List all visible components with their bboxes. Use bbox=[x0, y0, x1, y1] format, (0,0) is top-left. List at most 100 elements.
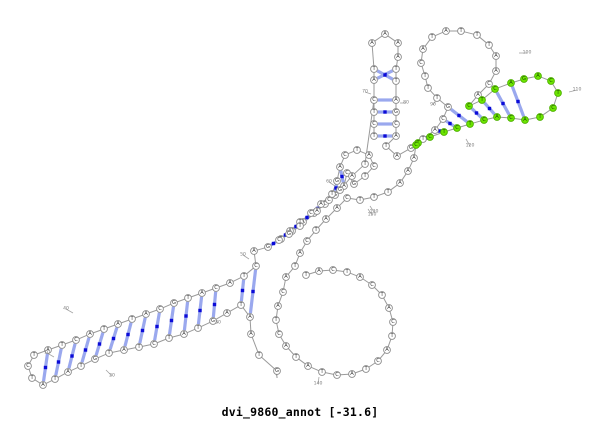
nucleotide-78[interactable] bbox=[394, 39, 402, 47]
nucleotide-73[interactable] bbox=[370, 132, 378, 140]
nucleotide-121[interactable] bbox=[466, 120, 474, 128]
nucleotide-147[interactable] bbox=[304, 362, 312, 370]
nucleotide-39[interactable] bbox=[250, 247, 258, 255]
nucleotide-128[interactable] bbox=[404, 167, 412, 175]
nucleotide-122[interactable] bbox=[453, 124, 461, 132]
nucleotide-30[interactable] bbox=[142, 310, 150, 318]
nucleotide-110[interactable] bbox=[507, 79, 515, 87]
nucleotide-104[interactable] bbox=[492, 67, 500, 75]
nucleotide-26[interactable] bbox=[86, 330, 94, 338]
nucleotide-161[interactable] bbox=[329, 266, 337, 274]
nucleotide-89[interactable] bbox=[419, 135, 427, 143]
nucleotide-92[interactable] bbox=[444, 103, 452, 111]
nucleotide-79[interactable] bbox=[394, 53, 402, 61]
nucleotide-139[interactable] bbox=[291, 262, 299, 270]
nucleotide-36[interactable] bbox=[226, 279, 234, 287]
nucleotide-63[interactable] bbox=[285, 230, 293, 238]
nucleotide-70[interactable] bbox=[370, 96, 378, 104]
nucleotide-159[interactable] bbox=[356, 273, 364, 281]
nucleotide-29[interactable] bbox=[128, 315, 136, 323]
nucleotide-100[interactable] bbox=[457, 27, 465, 35]
rna-secondary-structure-diagram[interactable]: GTAATAGTATCTATGTATATCTATCATATACGTACATCAG… bbox=[0, 0, 600, 400]
nucleotide-3[interactable] bbox=[247, 330, 255, 338]
nucleotide-123[interactable] bbox=[440, 128, 448, 136]
nucleotide-137[interactable] bbox=[303, 237, 311, 245]
nucleotide-140[interactable] bbox=[282, 273, 290, 281]
nucleotide-65[interactable] bbox=[313, 207, 321, 215]
nucleotide-108[interactable] bbox=[478, 96, 486, 104]
nucleotide-105[interactable] bbox=[485, 80, 493, 88]
nucleotide-138[interactable] bbox=[296, 249, 304, 257]
nucleotide-64[interactable] bbox=[296, 222, 304, 230]
nucleotide-15[interactable] bbox=[91, 355, 99, 363]
nucleotide-68[interactable] bbox=[348, 172, 356, 180]
nucleotide-103[interactable] bbox=[492, 52, 500, 60]
nucleotide-25[interactable] bbox=[72, 336, 80, 344]
nucleotide-101[interactable] bbox=[473, 31, 481, 39]
nucleotide-layer[interactable]: GTAATAGTATCTATGTATATCTATCATATACGTACATCAG… bbox=[24, 27, 562, 389]
nucleotide-83[interactable] bbox=[392, 108, 400, 116]
nucleotide-33[interactable] bbox=[184, 294, 192, 302]
nucleotide-163[interactable] bbox=[302, 271, 310, 279]
nucleotide-32[interactable] bbox=[170, 299, 178, 307]
nucleotide-1[interactable] bbox=[273, 367, 281, 375]
nucleotide-31[interactable] bbox=[156, 305, 164, 313]
nucleotide-16[interactable] bbox=[77, 362, 85, 370]
nucleotide-155[interactable] bbox=[389, 318, 397, 326]
nucleotide-19[interactable] bbox=[39, 381, 47, 389]
nucleotide-21[interactable] bbox=[24, 362, 32, 370]
nucleotide-2[interactable] bbox=[255, 351, 263, 359]
nucleotide-143[interactable] bbox=[272, 316, 280, 324]
nucleotide-114[interactable] bbox=[554, 89, 562, 97]
nucleotide-127[interactable] bbox=[410, 154, 418, 162]
nucleotide-81[interactable] bbox=[392, 77, 400, 85]
nucleotide-102[interactable] bbox=[485, 41, 493, 49]
nucleotide-131[interactable] bbox=[370, 193, 378, 201]
nucleotide-107[interactable] bbox=[465, 102, 473, 110]
nucleotide-93[interactable] bbox=[433, 94, 441, 102]
nucleotide-113[interactable] bbox=[547, 77, 555, 85]
nucleotide-109[interactable] bbox=[491, 85, 499, 93]
nucleotide-95[interactable] bbox=[421, 72, 429, 80]
nucleotide-132[interactable] bbox=[356, 196, 364, 204]
nucleotide-27[interactable] bbox=[100, 325, 108, 333]
nucleotide-40[interactable] bbox=[264, 243, 272, 251]
nucleotide-124[interactable] bbox=[426, 133, 434, 141]
nucleotide-116[interactable] bbox=[536, 113, 544, 121]
nucleotide-72[interactable] bbox=[370, 120, 378, 128]
nucleotide-75[interactable] bbox=[370, 65, 378, 73]
nucleotide-53[interactable] bbox=[353, 146, 361, 154]
nucleotide-106[interactable] bbox=[474, 91, 482, 99]
nucleotide-22[interactable] bbox=[30, 351, 38, 359]
nucleotide-115[interactable] bbox=[549, 104, 557, 112]
nucleotide-35[interactable] bbox=[212, 284, 220, 292]
nucleotide-117[interactable] bbox=[521, 116, 529, 124]
nucleotide-142[interactable] bbox=[274, 302, 282, 310]
nucleotide-148[interactable] bbox=[318, 368, 326, 376]
nucleotide-158[interactable] bbox=[368, 281, 376, 289]
nucleotide-50[interactable] bbox=[361, 172, 369, 180]
nucleotide-96[interactable] bbox=[417, 59, 425, 67]
nucleotide-14[interactable] bbox=[105, 349, 113, 357]
nucleotide-152[interactable] bbox=[374, 357, 382, 365]
nucleotide-69[interactable] bbox=[361, 160, 369, 168]
nucleotide-136[interactable] bbox=[312, 226, 320, 234]
nucleotide-74[interactable] bbox=[370, 76, 378, 84]
nucleotide-129[interactable] bbox=[396, 179, 404, 187]
nucleotide-23[interactable] bbox=[44, 346, 52, 354]
nucleotide-111[interactable] bbox=[520, 75, 528, 83]
nucleotide-120[interactable] bbox=[480, 116, 488, 124]
nucleotide-133[interactable] bbox=[343, 194, 351, 202]
nucleotide-28[interactable] bbox=[114, 320, 122, 328]
nucleotide-135[interactable] bbox=[322, 215, 330, 223]
nucleotide-141[interactable] bbox=[279, 288, 287, 296]
nucleotide-91[interactable] bbox=[439, 115, 447, 123]
nucleotide-146[interactable] bbox=[292, 353, 300, 361]
nucleotide-67[interactable] bbox=[336, 186, 344, 194]
nucleotide-112[interactable] bbox=[534, 72, 542, 80]
nucleotide-12[interactable] bbox=[135, 343, 143, 351]
nucleotide-160[interactable] bbox=[343, 268, 351, 276]
nucleotide-54[interactable] bbox=[341, 151, 349, 159]
nucleotide-13[interactable] bbox=[120, 346, 128, 354]
